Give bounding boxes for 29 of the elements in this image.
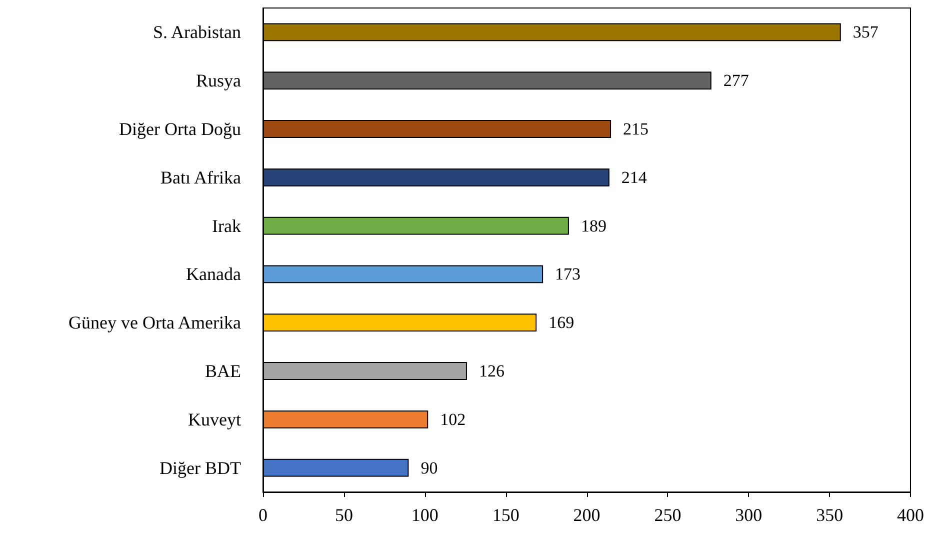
data-label: 189: [580, 216, 606, 236]
y-tick-label: Rusya: [196, 70, 242, 91]
data-label: 277: [723, 71, 750, 90]
y-tick-label: S. Arabistan: [153, 22, 241, 42]
y-tick-label: Batı Afrika: [160, 167, 242, 188]
y-tick-label: BAE: [205, 361, 242, 381]
x-tick-label: 150: [492, 505, 520, 525]
y-tick-label: Kuveyt: [188, 409, 241, 430]
x-tick-label: 250: [654, 505, 682, 525]
x-tick-label: 200: [573, 505, 600, 525]
y-tick-label: Güney ve Orta Amerika: [68, 312, 241, 333]
x-tick-label: 50: [334, 505, 353, 525]
x-tick-label: 300: [735, 505, 762, 525]
x-tick-label: 350: [816, 505, 844, 525]
y-tick-label: Kanada: [186, 264, 242, 284]
data-label: 90: [420, 458, 438, 478]
x-tick-label: 400: [897, 505, 924, 525]
data-label: 126: [478, 362, 504, 380]
data-label: 102: [440, 410, 466, 429]
data-label: 357: [852, 22, 879, 42]
x-tick-label: 0: [258, 505, 268, 525]
data-label: 169: [548, 313, 574, 332]
y-tick-label: Diğer Orta Doğu: [119, 119, 241, 139]
data-label: 215: [623, 120, 649, 138]
y-tick-label: Irak: [212, 216, 241, 236]
y-tick-label: Diğer BDT: [160, 458, 242, 478]
data-label: 173: [555, 264, 581, 284]
x-tick-label: 100: [411, 505, 438, 525]
data-label: 214: [621, 168, 648, 187]
